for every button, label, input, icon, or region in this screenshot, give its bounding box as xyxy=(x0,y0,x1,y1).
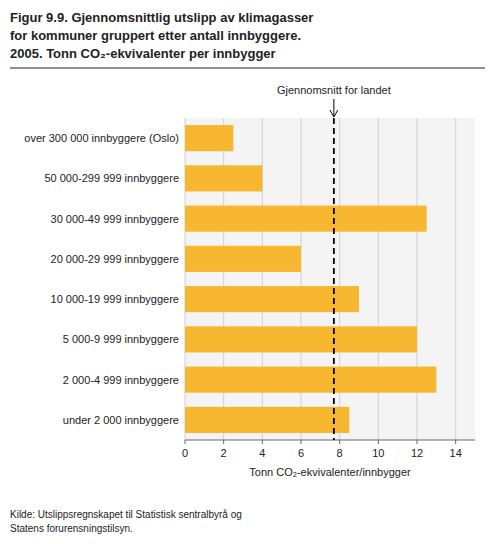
title-line: for kommuner gruppert etter antall innby… xyxy=(10,28,301,43)
source-line: Statens forurensningstilsyn. xyxy=(10,523,133,534)
category-label: 5 000-9 999 innbyggere xyxy=(63,333,179,345)
source-line: Kilde: Utslippsregnskapet til Statistisk… xyxy=(10,509,242,520)
tick-mark xyxy=(185,440,186,444)
bar xyxy=(185,246,301,272)
category-label: over 300 000 innbyggere (Oslo) xyxy=(24,132,179,144)
bar xyxy=(185,125,233,151)
tick-mark xyxy=(455,440,456,444)
tick-mark xyxy=(378,440,379,444)
bar xyxy=(185,326,417,352)
tick-label: 14 xyxy=(450,447,462,459)
tick-label: 12 xyxy=(411,447,423,459)
tick-label: 6 xyxy=(298,447,304,459)
grid-line xyxy=(455,118,456,440)
title-rule xyxy=(10,68,485,69)
annotation-arrowhead xyxy=(330,110,338,117)
bar xyxy=(185,165,262,191)
source: Kilde: Utslippsregnskapet til Statistisk… xyxy=(10,509,242,534)
chart-container: Figur 9.9. Gjennomsnittlig utslipp av kl… xyxy=(0,0,495,544)
annotation-arrow xyxy=(333,99,334,116)
tick-label: 4 xyxy=(259,447,265,459)
chart: Figur 9.9. Gjennomsnittlig utslipp av kl… xyxy=(0,0,495,544)
bars xyxy=(185,125,436,433)
category-label: 30 000-49 999 innbyggere xyxy=(51,213,179,225)
plot-background xyxy=(185,118,475,440)
title: Figur 9.9. Gjennomsnittlig utslipp av kl… xyxy=(10,10,313,61)
tick-mark xyxy=(339,440,340,444)
tick-mark xyxy=(223,440,224,444)
tick-mark xyxy=(417,440,418,444)
title-line: Figur 9.9. Gjennomsnittlig utslipp av kl… xyxy=(10,10,313,25)
category-label: under 2 000 innbyggere xyxy=(63,414,179,426)
bar xyxy=(185,286,359,312)
tick-label: 10 xyxy=(372,447,384,459)
annotation: Gjennomsnitt for landet xyxy=(277,84,391,96)
bar xyxy=(185,367,436,393)
category-label: 2 000-4 999 innbyggere xyxy=(63,374,179,386)
tick-mark xyxy=(301,440,302,444)
tick-label: 0 xyxy=(182,447,188,459)
category-label: 10 000-19 999 innbyggere xyxy=(51,293,179,305)
title-line: 2005. Tonn CO₂-ekvivalenter per innbygge… xyxy=(10,46,276,61)
tick-label: 8 xyxy=(337,447,343,459)
tick-label: 2 xyxy=(221,447,227,459)
average-line xyxy=(333,118,335,440)
bar xyxy=(185,407,349,433)
category-label: 20 000-29 999 innbyggere xyxy=(51,253,179,265)
x-axis-label: Tonn CO₂-ekvivalenter/innbygger xyxy=(249,466,411,478)
tick-mark xyxy=(262,440,263,444)
bar xyxy=(185,206,427,232)
x-axis-line xyxy=(185,440,475,441)
category-label: 50 000-299 999 innbyggere xyxy=(44,172,179,184)
